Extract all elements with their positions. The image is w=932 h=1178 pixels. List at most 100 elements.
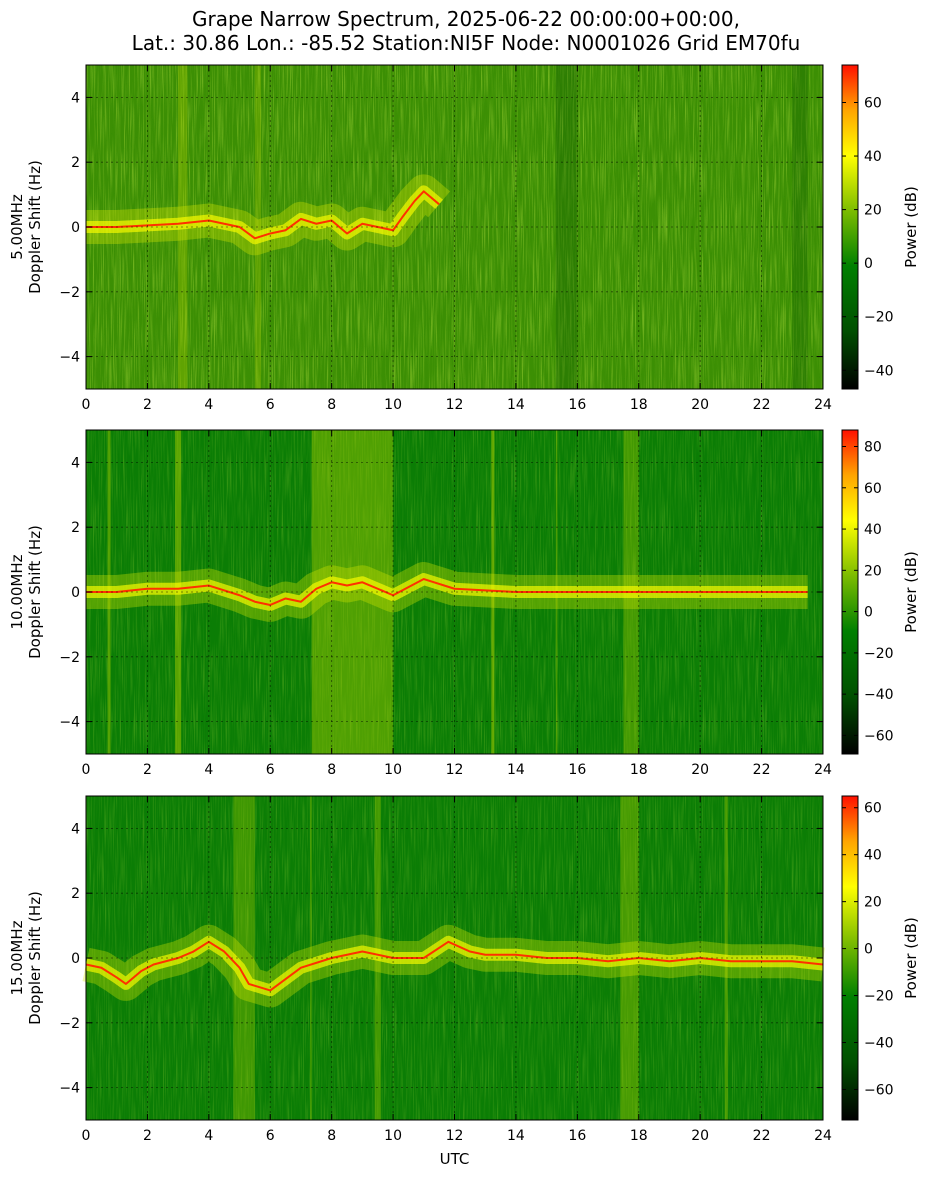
- doppler-trace: [85, 940, 824, 992]
- x-tick-label: 6: [266, 762, 275, 778]
- x-tick-label: 16: [568, 762, 586, 778]
- x-tick-label: 18: [630, 762, 648, 778]
- x-tick-label: 20: [691, 1128, 709, 1144]
- x-tick-label: 8: [327, 397, 336, 413]
- chart-title-line2: Lat.: 30.86 Lon.: -85.52 Station:NI5F No…: [131, 31, 801, 55]
- y-tick-label: 0: [71, 951, 80, 967]
- x-tick-label: 6: [266, 1128, 275, 1144]
- colorbar-tick-label: −20: [864, 310, 894, 326]
- x-tick-label: 12: [446, 762, 464, 778]
- colorbar-tick-label: −20: [864, 646, 894, 662]
- y-axis-label-doppler: Doppler Shift (Hz): [26, 891, 44, 1025]
- doppler-trace: [86, 190, 440, 240]
- x-tick-label: 18: [630, 397, 648, 413]
- x-tick-label: 16: [568, 397, 586, 413]
- y-tick-label: −4: [59, 1081, 80, 1097]
- colorbar-tick-label: −40: [864, 687, 894, 703]
- x-tick-label: 0: [82, 1128, 91, 1144]
- colorbar-tick-label: −60: [864, 1082, 894, 1098]
- y-axis-label: 15.00MHzDoppler Shift (Hz): [8, 891, 44, 1025]
- x-tick-label: 0: [82, 397, 91, 413]
- x-tick-label: 12: [446, 1128, 464, 1144]
- x-tick-label: 0: [82, 762, 91, 778]
- colorbar-tick-label: −40: [864, 1036, 894, 1052]
- x-axis-label: UTC: [440, 1150, 470, 1168]
- y-tick-label: −2: [59, 650, 80, 666]
- colorbar-tick-label: 60: [864, 481, 882, 497]
- colorbar-tick-label: 80: [864, 440, 882, 456]
- colorbar-tick-label: 20: [864, 895, 882, 911]
- x-tick-label: 14: [507, 397, 525, 413]
- y-tick-label: −2: [59, 285, 80, 301]
- x-tick-label: 4: [204, 762, 213, 778]
- panel-1: 0 2 4 6 8 10 12 14 16 18 20 22 24−4−20245.00MHzDoppl…: [8, 64, 920, 413]
- colorbar: [841, 795, 859, 1121]
- x-tick-label: 14: [507, 762, 525, 778]
- x-tick-label: 14: [507, 1128, 525, 1144]
- x-tick-label: 20: [691, 397, 709, 413]
- x-tick-label: 4: [204, 1128, 213, 1144]
- x-tick-label: 16: [568, 1128, 586, 1144]
- colorbar: [841, 429, 859, 755]
- x-tick-label: 8: [327, 762, 336, 778]
- panel-2: 0 2 4 6 8 10 12 14 16 18 20 22 24−4−202410.00MHzDopp…: [8, 429, 920, 778]
- colorbar-tick-label: 40: [864, 848, 882, 864]
- x-tick-label: 10: [384, 762, 402, 778]
- x-tick-label: 6: [266, 397, 275, 413]
- x-tick-label: 22: [753, 1128, 771, 1144]
- y-tick-label: −4: [59, 715, 80, 731]
- x-tick-label: 2: [143, 762, 152, 778]
- y-tick-label: 2: [71, 155, 80, 171]
- y-axis-label-doppler: Doppler Shift (Hz): [26, 160, 44, 294]
- y-axis-label: 10.00MHzDoppler Shift (Hz): [8, 525, 44, 659]
- y-axis-label: 5.00MHzDoppler Shift (Hz): [8, 160, 44, 294]
- colorbar-tick-label: −60: [864, 728, 894, 744]
- colorbar-label: Power (dB): [902, 917, 920, 999]
- y-tick-label: 4: [71, 90, 80, 106]
- x-tick-label: 18: [630, 1128, 648, 1144]
- y-tick-label: −4: [59, 350, 80, 366]
- heatmap-band: [792, 65, 808, 389]
- x-tick-label: 8: [327, 1128, 336, 1144]
- x-tick-label: 12: [446, 397, 464, 413]
- colorbar-tick-label: 40: [864, 149, 882, 165]
- y-tick-label: −2: [59, 1016, 80, 1032]
- y-tick-label: 0: [71, 585, 80, 601]
- x-tick-label: 10: [384, 397, 402, 413]
- x-tick-label: 22: [753, 397, 771, 413]
- y-tick-label: 2: [71, 520, 80, 536]
- colorbar-tick-label: 0: [864, 605, 873, 621]
- x-tick-label: 2: [143, 1128, 152, 1144]
- y-tick-label: 4: [71, 821, 80, 837]
- colorbar-label: Power (dB): [902, 186, 920, 268]
- colorbar-tick-label: −20: [864, 989, 894, 1005]
- colorbar-tick-label: 0: [864, 942, 873, 958]
- chart-title-line1: Grape Narrow Spectrum, 2025-06-22 00:00:…: [192, 7, 740, 31]
- x-tick-label: 24: [814, 1128, 832, 1144]
- x-tick-label: 10: [384, 1128, 402, 1144]
- y-axis-label-freq: 10.00MHz: [8, 554, 26, 629]
- y-axis-label-doppler: Doppler Shift (Hz): [26, 525, 44, 659]
- y-tick-label: 2: [71, 886, 80, 902]
- heatmap-band: [310, 796, 312, 1120]
- x-tick-label: 24: [814, 397, 832, 413]
- panel-3: 0 2 4 6 8 10 12 14 16 18 20 22 24−4−202415.00MHzDopp…: [8, 795, 920, 1144]
- colorbar-tick-label: 40: [864, 522, 882, 538]
- colorbar-tick-label: 20: [864, 203, 882, 219]
- x-tick-label: 24: [814, 762, 832, 778]
- colorbar-tick-label: 0: [864, 256, 873, 272]
- colorbar-tick-label: 60: [864, 95, 882, 111]
- colorbar-tick-label: −40: [864, 363, 894, 379]
- y-axis-label-freq: 5.00MHz: [8, 194, 26, 260]
- x-tick-label: 2: [143, 397, 152, 413]
- y-tick-label: 0: [71, 220, 80, 236]
- x-tick-label: 22: [753, 762, 771, 778]
- y-tick-label: 4: [71, 455, 80, 471]
- colorbar-tick-label: 60: [864, 801, 882, 817]
- colorbar: [841, 64, 859, 390]
- heatmap-band: [233, 796, 255, 1120]
- colorbar-tick-label: 20: [864, 563, 882, 579]
- x-tick-label: 4: [204, 397, 213, 413]
- y-axis-label-freq: 15.00MHz: [8, 920, 26, 995]
